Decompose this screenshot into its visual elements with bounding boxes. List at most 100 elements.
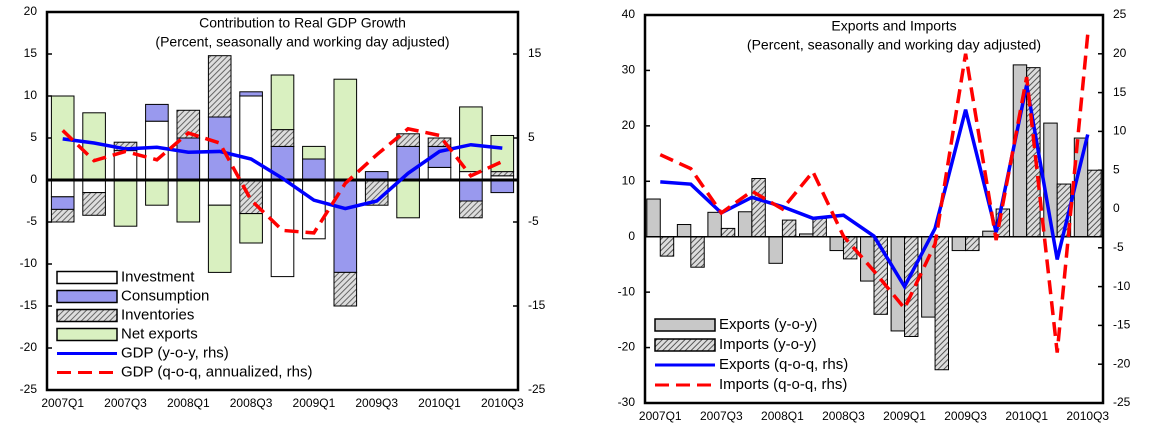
y-tick-label: -20 [618,340,636,354]
legend-text: GDP (y-o-y, rhs) [121,344,229,361]
bar-segment [145,103,169,122]
bar-segment [427,137,452,147]
bar-segment [459,179,483,202]
bar-segment [459,200,483,219]
bar-segment [176,109,201,139]
chart-subtitle: (Percent, seasonally and working day adj… [155,34,449,50]
plot-frame [643,13,1105,405]
x-tick-label: 2009Q1 [293,396,336,410]
bar-segment [459,106,483,173]
bar [690,236,705,268]
y-tick-label: 0 [30,172,37,186]
legend-text: Investment [121,268,195,285]
x-tick-label: 2009Q1 [883,409,926,423]
bar [934,236,950,371]
bar [1087,169,1102,238]
bar [812,217,827,238]
bar-segment [207,55,232,118]
chart-subtitle: (Percent, seasonally and working day adj… [747,37,1041,53]
y-tick-label: 30 [622,63,636,77]
legend-swatch [56,270,118,285]
y2-tick-label: -5 [1113,240,1124,254]
y-tick-label: 0 [628,229,635,243]
x-tick-label: 2010Q1 [418,396,461,410]
y2-tick-label: -15 [1113,318,1131,332]
bar [720,227,736,238]
bar [768,236,783,264]
y2-tick-label: 15 [528,46,542,60]
line-series [62,137,503,211]
chart-title: Contribution to Real GDP Growth [199,15,406,31]
y-tick-label: -30 [618,395,636,409]
bar-segment [207,204,232,273]
bar [676,224,692,238]
y-tick-label: 15 [24,46,38,60]
bar-segment [82,112,106,181]
legend-text: Imports (q-o-q, rhs) [719,376,847,393]
plot-frame [45,10,520,392]
line-series [659,34,1090,353]
bar-segment [82,192,106,216]
y-tick-label: 10 [622,173,636,187]
bar-segment [490,171,515,177]
x-tick-label: 2008Q1 [167,396,210,410]
y-tick-label: -20 [20,340,38,354]
y2-tick-label: -10 [1113,279,1131,293]
bar-segment [333,78,358,181]
x-tick-label: 2010Q3 [1066,409,1109,423]
legend-swatch [654,338,716,352]
bar [965,236,980,252]
bar [829,236,844,252]
x-tick-label: 2008Q3 [230,396,273,410]
chart-panel: -25 -20 -15 -10 -5 0 5 10 15 20 -25 -15 -5 5 15 2007Q1 2… [20,4,546,410]
bar [781,219,797,238]
x-tick-label: 2007Q3 [700,409,743,423]
y2-tick-label: 5 [1113,162,1120,176]
bar-segment [145,179,169,206]
bar-segment [145,120,169,181]
legend-text: Inventories [121,306,194,323]
bar-segment [333,271,358,307]
bar [659,236,675,257]
bar-segment [490,179,515,194]
y2-tick-label: 15 [1113,85,1127,99]
bar [951,236,967,252]
legend-text: Net exports [121,325,198,342]
bar-segment [50,208,75,223]
bar-segment [176,179,201,223]
bar-segment [207,179,232,206]
x-tick-label: 2008Q1 [761,409,804,423]
bar-segment [270,129,295,147]
legend-swatch [56,289,118,304]
x-tick-label: 2007Q1 [41,396,84,410]
y-tick-label: -10 [20,256,38,270]
legend-text: Imports (y-o-y) [719,336,817,353]
y2-tick-label: -15 [528,298,546,312]
x-tick-label: 2009Q3 [355,396,398,410]
y2-tick-label: -25 [528,382,546,396]
bar-segment [50,179,75,198]
bar-segment [270,74,295,131]
y2-tick-label: -5 [528,214,539,228]
bar-segment [113,179,138,227]
bar [860,236,875,282]
y-tick-label: -15 [20,298,38,312]
y2-tick-label: -25 [1113,395,1131,409]
x-tick-label: 2010Q3 [481,396,524,410]
y-tick-label: -25 [20,382,38,396]
bar [737,211,753,238]
x-tick-label: 2008Q3 [822,409,865,423]
x-tick-label: 2010Q1 [1005,409,1048,423]
legend-text: Consumption [121,287,209,304]
y-tick-label: 40 [622,7,636,21]
bar-segment [82,179,106,194]
legend-text: Exports (y-o-y) [719,316,817,333]
bar [646,198,661,238]
bar [751,178,766,238]
bar-segment [239,213,263,244]
bar-segment [302,145,326,160]
line-series [61,126,504,235]
legend-text: GDP (q-o-q, annualized, rhs) [121,363,312,380]
